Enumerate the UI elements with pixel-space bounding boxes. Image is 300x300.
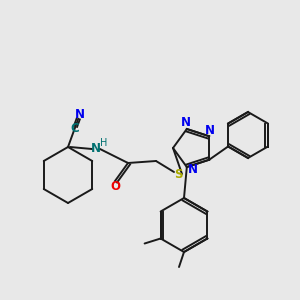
Text: O: O	[110, 179, 120, 193]
Text: N: N	[75, 108, 85, 122]
Text: N: N	[188, 163, 198, 176]
Text: N: N	[205, 124, 215, 137]
Text: N: N	[181, 116, 191, 130]
Text: C: C	[70, 122, 79, 135]
Text: N: N	[91, 142, 101, 155]
Text: H: H	[100, 138, 108, 148]
Text: S: S	[174, 169, 182, 182]
